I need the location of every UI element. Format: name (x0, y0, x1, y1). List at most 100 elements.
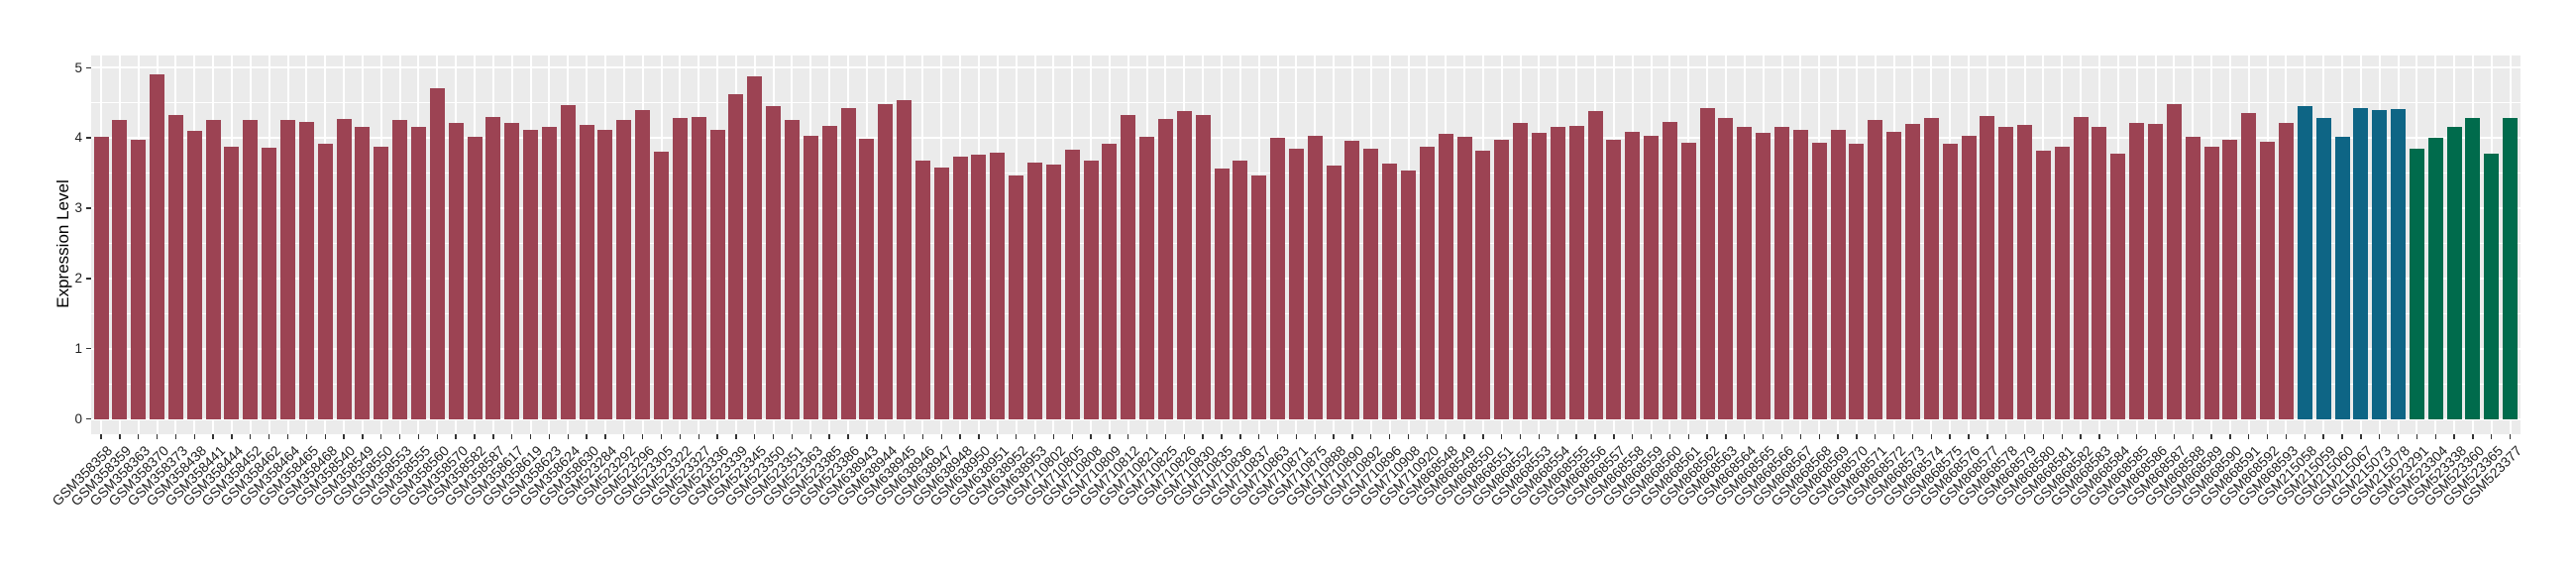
bar-GSM868571 (1868, 119, 1883, 419)
x-axis-tick (398, 434, 401, 439)
y-tick-label: 5 (74, 59, 82, 75)
y-tick-label: 0 (74, 411, 82, 426)
x-axis-tick (1575, 434, 1577, 439)
bar-GSM868587 (2166, 104, 2182, 419)
x-axis-tick (286, 434, 289, 439)
x-axis-tick (2192, 434, 2194, 439)
x-axis-tick (455, 434, 457, 439)
x-axis-tick (1986, 434, 1988, 439)
gridline-major (91, 66, 2521, 69)
bar-GSM358582 (467, 137, 483, 419)
bar-GSM868581 (2054, 146, 2070, 419)
x-axis-tick (2434, 434, 2436, 439)
gridline-minor (91, 242, 2521, 244)
gridline-major (91, 277, 2521, 280)
x-axis-tick (2117, 434, 2119, 439)
bar-GSM358560 (429, 88, 445, 419)
bar-GSM638944 (878, 104, 894, 419)
y-axis-tick (86, 66, 91, 68)
bar-GSM358540 (336, 118, 352, 419)
x-axis-tick (100, 434, 102, 439)
bar-GSM358619 (523, 129, 539, 419)
bar-GSM710871 (1288, 149, 1304, 419)
bar-GSM523339 (728, 94, 744, 419)
x-axis-tick (1276, 434, 1279, 439)
bar-GSM358624 (560, 104, 576, 419)
bar-GSM358570 (448, 123, 464, 419)
bar-GSM868554 (1550, 127, 1565, 419)
bar-GSM868583 (2092, 127, 2107, 419)
bar-GSM358468 (317, 143, 333, 419)
bar-GSM638946 (914, 160, 930, 419)
x-axis-tick (1015, 434, 1018, 439)
bar-GSM868552 (1513, 123, 1529, 419)
bar-GSM868548 (1438, 133, 1453, 419)
bar-GSM710920 (1419, 146, 1435, 419)
x-axis-tick (1109, 434, 1111, 439)
bar-GSM638943 (859, 138, 875, 419)
bar-GSM710830 (1195, 114, 1211, 419)
y-tick-label: 2 (74, 271, 82, 287)
x-axis-tick (1370, 434, 1372, 439)
x-axis-tick (2266, 434, 2269, 439)
x-axis-tick (156, 434, 159, 439)
x-axis-tick (2229, 434, 2231, 439)
x-axis-tick (2491, 434, 2493, 439)
bar-GSM358630 (579, 125, 594, 419)
x-axis-tick (885, 434, 887, 439)
x-axis-tick (1090, 434, 1092, 439)
gridline-major (91, 137, 2521, 140)
x-axis-tick (828, 434, 830, 439)
bar-GSM523360 (2465, 117, 2481, 419)
x-axis-tick (1333, 434, 1335, 439)
x-axis-tick (529, 434, 532, 439)
y-axis-tick (86, 278, 91, 280)
x-axis-tick (1837, 434, 1839, 439)
bar-GSM710808 (1083, 161, 1099, 419)
bar-GSM358464 (280, 119, 295, 419)
x-axis-tick (1183, 434, 1185, 439)
bar-GSM638945 (897, 99, 912, 419)
bar-GSM868576 (1961, 135, 1977, 419)
x-axis-tick (174, 434, 177, 439)
bar-GSM868592 (2260, 142, 2276, 419)
x-axis-tick (1071, 434, 1073, 439)
bar-GSM710875 (1307, 135, 1323, 419)
x-axis-tick (567, 434, 569, 439)
bar-GSM638950 (971, 155, 987, 419)
bar-GSM868580 (2035, 150, 2051, 419)
gridline-minor (91, 102, 2521, 104)
x-axis-tick (268, 434, 270, 439)
bar-GSM358363 (131, 140, 147, 419)
x-axis-tick (1145, 434, 1148, 439)
x-axis-tick (1388, 434, 1391, 439)
bar-GSM215059 (2315, 117, 2331, 419)
x-axis-tick (548, 434, 551, 439)
x-axis-tick (1482, 434, 1484, 439)
x-axis-tick (2341, 434, 2343, 439)
bar-GSM868578 (1998, 126, 2014, 419)
gridline-major (91, 347, 2521, 350)
x-axis-tick (641, 434, 644, 439)
bar-GSM358462 (262, 148, 277, 419)
x-axis-tick (1968, 434, 1970, 439)
bar-GSM710892 (1363, 148, 1379, 419)
bar-GSM868574 (1923, 117, 1939, 419)
bar-GSM868560 (1662, 121, 1677, 419)
x-axis-tick (1818, 434, 1820, 439)
y-tick-label: 3 (74, 200, 82, 216)
bar-GSM523322 (672, 117, 688, 419)
x-axis-tick (1052, 434, 1055, 439)
bar-GSM215058 (2297, 106, 2312, 419)
x-axis-tick (1501, 434, 1503, 439)
x-axis-tick (417, 434, 420, 439)
bar-GSM868579 (2017, 125, 2033, 419)
x-axis-tick (660, 434, 663, 439)
bar-GSM710837 (1251, 175, 1267, 419)
bar-GSM358550 (374, 146, 389, 419)
x-axis-tick (1239, 434, 1241, 439)
bar-GSM358465 (298, 121, 314, 419)
x-axis-tick (2005, 434, 2007, 439)
x-axis-tick (119, 434, 121, 439)
y-tick-label: 1 (74, 341, 82, 357)
